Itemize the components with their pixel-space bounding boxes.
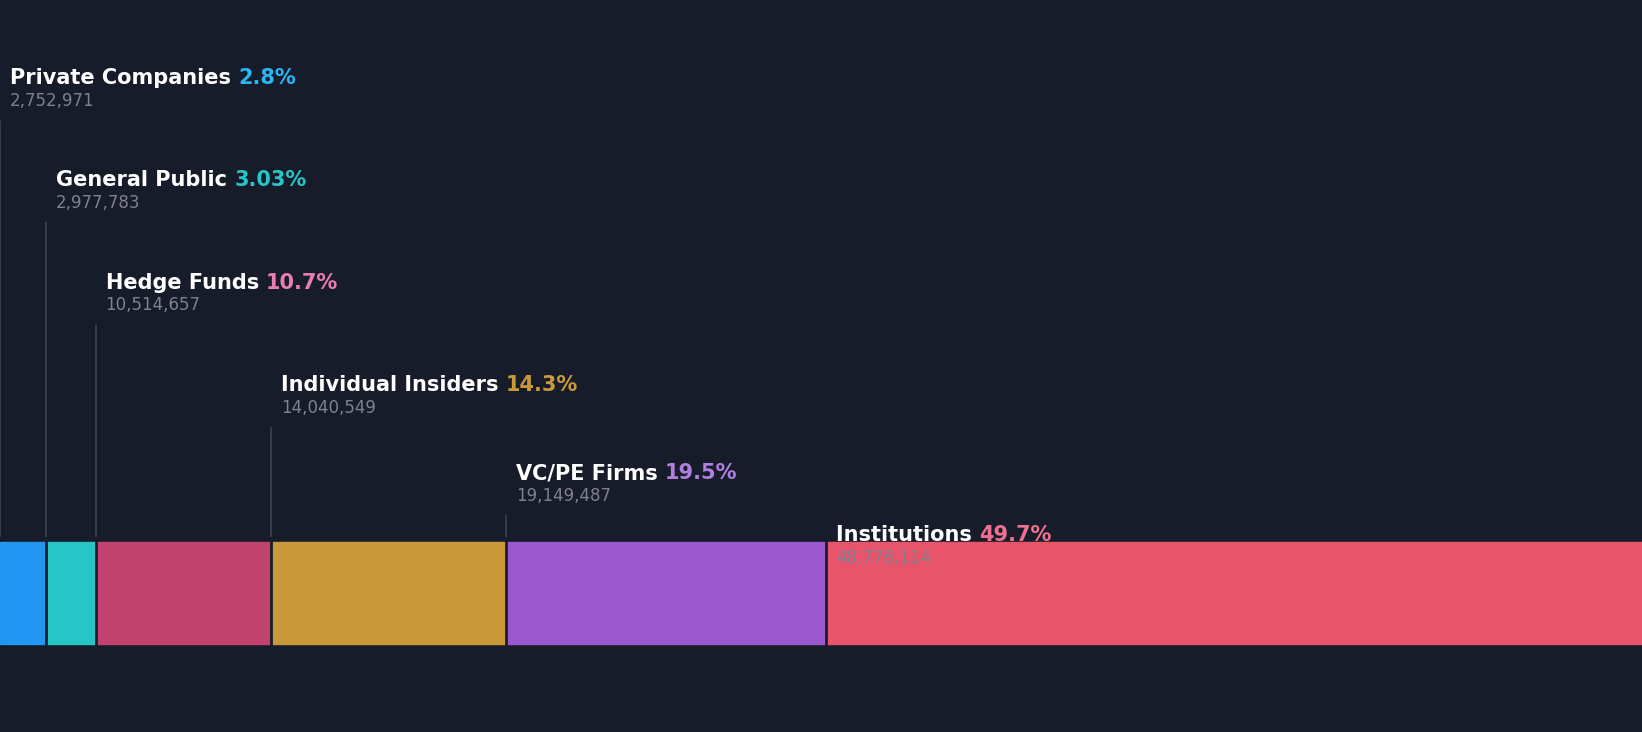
- Text: 2.8%: 2.8%: [238, 68, 296, 88]
- Text: 19,149,487: 19,149,487: [516, 487, 611, 505]
- Text: 10.7%: 10.7%: [266, 273, 338, 293]
- Text: 19.5%: 19.5%: [665, 463, 737, 483]
- Bar: [506, 542, 826, 644]
- Text: VC/PE Firms: VC/PE Firms: [516, 463, 665, 483]
- Text: 49.7%: 49.7%: [979, 526, 1051, 545]
- Text: 10,514,657: 10,514,657: [105, 296, 200, 315]
- Text: 14,040,549: 14,040,549: [281, 399, 376, 417]
- Text: Private Companies: Private Companies: [10, 68, 238, 88]
- Bar: [826, 542, 1642, 644]
- Text: 2,977,783: 2,977,783: [56, 194, 140, 212]
- Text: Hedge Funds: Hedge Funds: [105, 273, 266, 293]
- Text: 2,752,971: 2,752,971: [10, 92, 95, 110]
- Text: Institutions: Institutions: [836, 526, 979, 545]
- Bar: [95, 542, 271, 644]
- Text: 48,778,114: 48,778,114: [836, 549, 931, 567]
- Text: 3.03%: 3.03%: [235, 171, 307, 190]
- Bar: [46, 542, 95, 644]
- Text: Individual Insiders: Individual Insiders: [281, 376, 506, 395]
- Bar: [0, 542, 46, 644]
- Text: General Public: General Public: [56, 171, 235, 190]
- Text: 14.3%: 14.3%: [506, 376, 578, 395]
- Bar: [271, 542, 506, 644]
